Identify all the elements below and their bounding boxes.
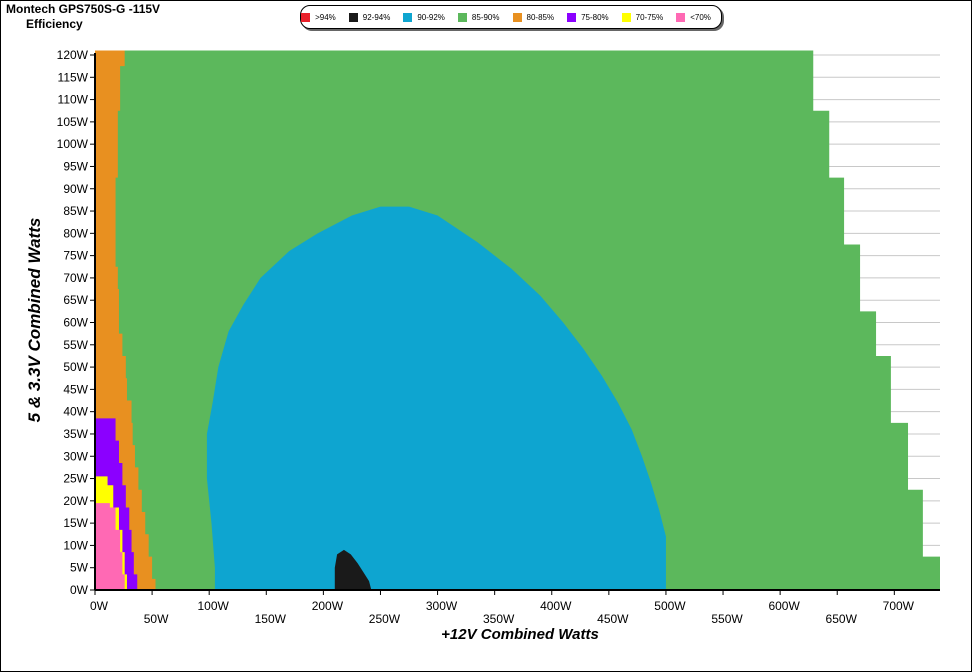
x-tick-label: 400W: [540, 599, 572, 613]
y-tick-label: 50W: [63, 360, 88, 374]
y-tick-label: 5W: [70, 561, 89, 575]
x-tick-label: 450W: [597, 612, 629, 626]
x-tick-label: 350W: [483, 612, 515, 626]
y-tick-label: 0W: [70, 583, 89, 597]
legend-item: 75-80%: [567, 12, 609, 22]
y-tick-label: 90W: [63, 182, 88, 196]
y-tick-label: 60W: [63, 316, 88, 330]
y-tick-label: 65W: [63, 293, 88, 307]
band-92-94: [334, 549, 372, 590]
x-tick-label: 0W: [90, 599, 109, 613]
legend-item: 92-94%: [348, 12, 391, 22]
x-tick-label: 150W: [255, 612, 287, 626]
legend-swatch: [348, 12, 358, 22]
legend-swatch: [676, 12, 686, 22]
x-tick-label: 650W: [826, 612, 858, 626]
legend-item: 85-90%: [457, 12, 500, 22]
legend-label: 70-75%: [635, 12, 664, 22]
legend-label: <70%: [690, 12, 711, 22]
chart-subtitle: Efficiency: [26, 17, 83, 31]
x-tick-label: 100W: [198, 599, 230, 613]
y-tick-label: 70W: [63, 271, 88, 285]
y-axis-title: 5 & 3.3V Combined Watts: [25, 217, 44, 423]
legend-label: 85-90%: [471, 12, 500, 22]
legend-label: 80-85%: [526, 12, 555, 22]
legend-swatch: [403, 12, 413, 22]
legend-swatch: [301, 12, 311, 22]
y-tick-label: 115W: [58, 70, 89, 84]
legend-item: 90-92%: [403, 12, 445, 22]
x-tick-label: 500W: [654, 599, 686, 613]
y-tick-label: 80W: [63, 226, 88, 240]
legend-swatch: [567, 12, 577, 22]
band-90-92: [206, 206, 666, 591]
x-axis-title: +12V Combined Watts: [441, 626, 599, 643]
chart-title: Montech GPS750S-G -115V: [6, 2, 161, 16]
x-tick-label: 600W: [768, 599, 800, 613]
y-tick-label: 20W: [63, 494, 88, 508]
x-tick-label: 300W: [426, 599, 458, 613]
legend-label: >94%: [315, 12, 336, 22]
y-tick-label: 55W: [63, 338, 88, 352]
y-tick-label: 40W: [63, 405, 88, 419]
y-tick-label: 45W: [63, 382, 88, 396]
y-tick-label: 100W: [57, 137, 89, 151]
legend-swatch: [457, 12, 467, 22]
legend: >94% 92-94% 90-92% 85-90% 80-85% 75-80% 70-75%…: [300, 5, 722, 29]
y-tick-label: 10W: [63, 538, 88, 552]
y-tick-label: 110W: [58, 93, 89, 107]
x-tick-label: 200W: [312, 599, 344, 613]
y-tick-label: 15W: [63, 516, 88, 530]
x-tick-label: 50W: [144, 612, 169, 626]
y-tick-label: 105W: [57, 115, 89, 129]
x-tick-label: 550W: [711, 612, 743, 626]
legend-item: <70%: [676, 12, 711, 22]
legend-label: 90-92%: [417, 12, 445, 22]
y-tick-label: 30W: [63, 449, 88, 463]
legend-item: >94%: [301, 12, 336, 22]
y-tick-label: 25W: [63, 472, 88, 486]
y-tick-label: 120W: [57, 48, 89, 62]
legend-label: 92-94%: [362, 12, 391, 22]
y-tick-label: 95W: [63, 159, 88, 173]
y-tick-label: 75W: [63, 249, 88, 263]
y-tick-label: 35W: [63, 427, 88, 441]
x-tick-label: 700W: [883, 599, 915, 613]
band-lt70: [95, 496, 125, 590]
x-tick-label: 250W: [369, 612, 401, 626]
legend-label: 75-80%: [581, 12, 609, 22]
legend-item: 70-75%: [621, 12, 664, 22]
legend-swatch: [621, 12, 631, 22]
legend-item: 80-85%: [512, 12, 555, 22]
y-tick-label: 85W: [63, 204, 88, 218]
legend-swatch: [512, 12, 522, 22]
